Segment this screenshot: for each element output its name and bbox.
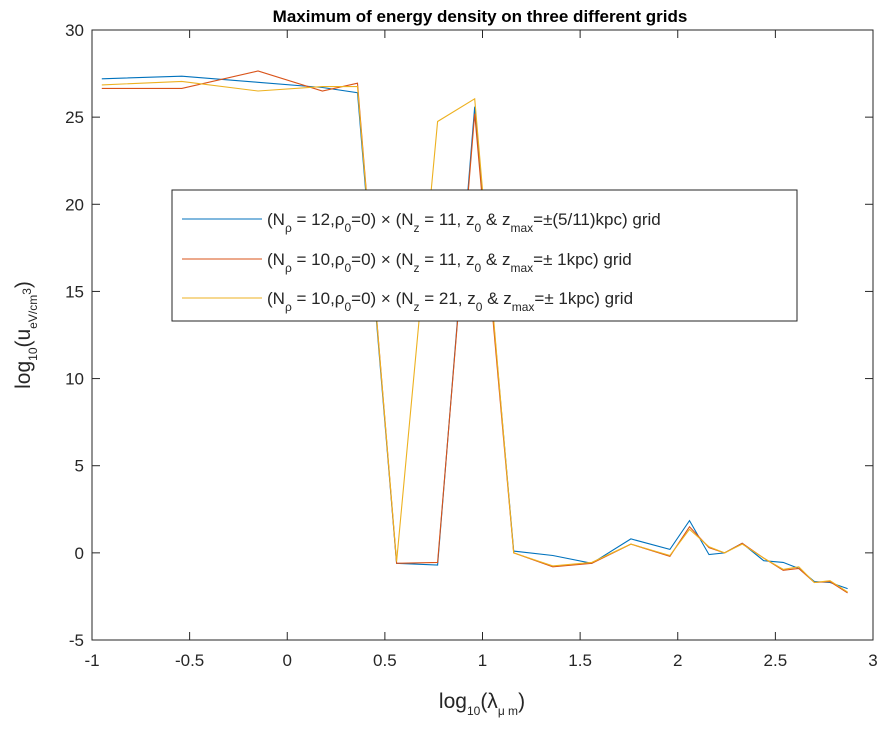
x-tick-label: -1 [84,651,99,670]
x-tick-label: 3 [868,651,877,670]
x-tick-label: 1.5 [568,651,592,670]
chart-title: Maximum of energy density on three diffe… [273,7,688,26]
y-axis-label: log10(ueV/cm3) [12,281,40,389]
y-tick-label: 20 [65,195,84,214]
x-tick-label: 2 [673,651,682,670]
series-line-3 [101,80,848,593]
x-tick-label: 2.5 [764,651,788,670]
plot-area [91,29,874,641]
y-tick-label: 15 [65,282,84,301]
y-tick-label: 10 [65,370,84,389]
y-tick-label: 30 [65,21,84,40]
y-tick-label: 25 [65,108,84,127]
y-tick-label: -5 [69,631,84,650]
x-tick-label: 1 [478,651,487,670]
x-tick-label: 0.5 [373,651,397,670]
y-axis-ticks: -5 0 5 10 15 20 25 30 [65,21,873,650]
legend: (Nρ = 12,ρ0=0) × (Nz = 11, z0 & zmax=±(5… [171,189,798,322]
series-lines [101,70,848,594]
x-tick-label: -0.5 [175,651,204,670]
x-axis-ticks: -1 -0.5 0 0.5 1 1.5 2 2.5 3 [84,30,878,670]
x-tick-label: 0 [283,651,292,670]
y-tick-label: 5 [75,457,84,476]
x-axis-label: log10(λμ m) [439,690,525,718]
y-tick-label: 0 [75,544,84,563]
series-line-1 [101,75,848,590]
legend-box [171,189,798,322]
